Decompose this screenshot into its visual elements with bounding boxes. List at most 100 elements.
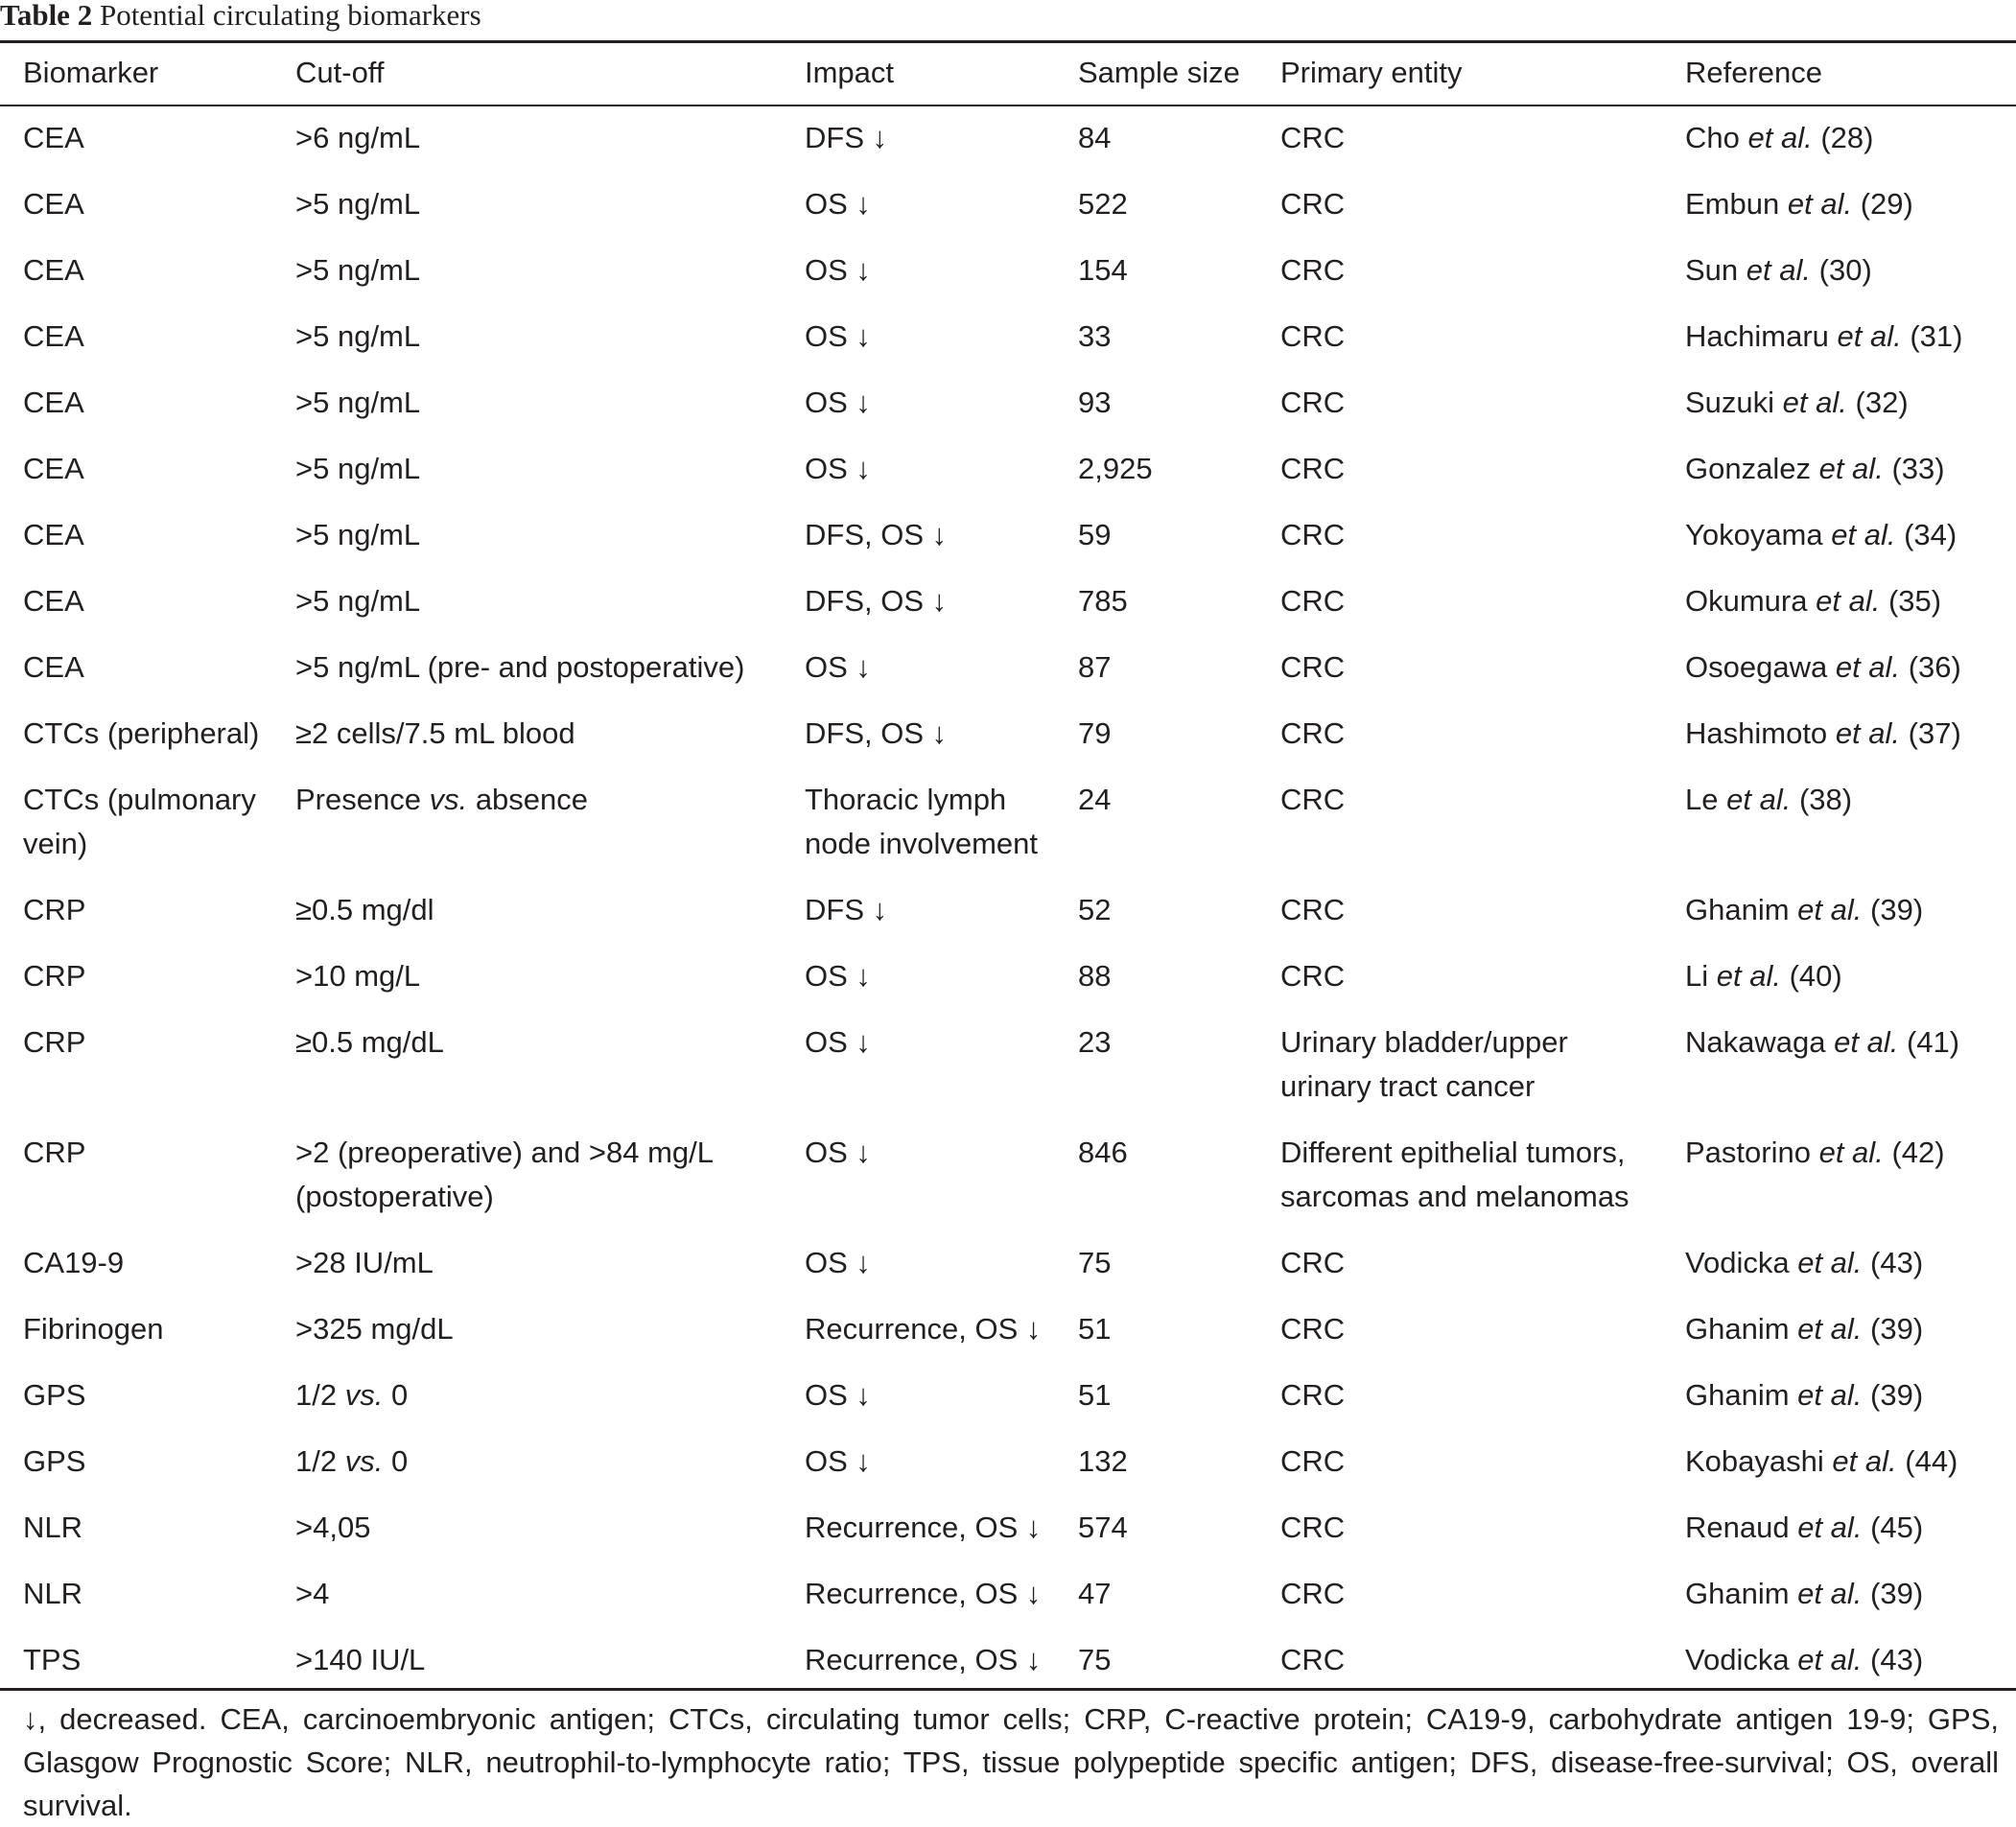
cutoff-line: (postoperative)	[295, 1180, 494, 1213]
cutoff-line: >2 (preoperative) and >84 mg/L	[295, 1136, 714, 1169]
impact-line: Recurrence, OS ↓	[805, 1577, 1042, 1610]
sample-size-cell: 51	[1078, 1378, 1112, 1412]
sample-size-cell: 846	[1078, 1136, 1128, 1169]
primary-entity-cell: CRC	[1280, 888, 1345, 932]
entity-line: CRC	[1280, 893, 1346, 926]
biomarker-line: CEA	[23, 319, 84, 353]
sample-size-cell: 154	[1078, 253, 1128, 287]
impact-line: DFS ↓	[805, 893, 888, 926]
primary-entity-cell: CRC	[1280, 1373, 1345, 1417]
impact-line: OS ↓	[805, 452, 871, 485]
impact-cell: DFS ↓	[805, 116, 887, 160]
impact-cell: OS ↓	[805, 645, 871, 690]
reference-cell: Renaud et al. (45)	[1685, 1506, 1923, 1550]
reference-cell: Cho et al. (28)	[1685, 116, 1873, 160]
biomarker-line: CEA	[23, 121, 84, 154]
reference-author: Embun	[1685, 187, 1780, 221]
reference-cell: Ghanim et al. (39)	[1685, 1307, 1923, 1351]
primary-entity-cell: CRC	[1280, 248, 1345, 293]
biomarker-line: CTCs (peripheral)	[23, 716, 260, 750]
impact-cell: OS ↓	[805, 1020, 871, 1065]
cutoff-cell: >5 ng/mL	[295, 386, 421, 419]
reference-author: Le	[1685, 783, 1719, 816]
top-rule	[0, 40, 2016, 43]
primary-entity-cell: CRC	[1280, 116, 1345, 160]
header-rule	[0, 105, 2016, 106]
impact-cell: Recurrence, OS ↓	[805, 1506, 1041, 1550]
impact-line: OS ↓	[805, 187, 871, 221]
entity-line: CRC	[1280, 319, 1346, 353]
biomarker-line: CEA	[23, 253, 84, 287]
reference-number: (43)	[1870, 1643, 1924, 1676]
cutoff-cell: >325 mg/dL	[295, 1312, 454, 1346]
reference-number: (32)	[1855, 386, 1909, 419]
reference-number: (39)	[1870, 1577, 1924, 1610]
impact-line: OS ↓	[805, 1444, 871, 1478]
sample-size-cell: 47	[1078, 1577, 1112, 1610]
reference-author: Pastorino	[1685, 1136, 1811, 1169]
reference-etal: et al.	[1797, 1312, 1863, 1346]
impact-line: DFS ↓	[805, 121, 888, 154]
biomarker-line: Fibrinogen	[23, 1312, 164, 1346]
table-title: Potential circulating biomarkers	[99, 0, 481, 32]
reference-number: (33)	[1891, 452, 1945, 485]
impact-line: Recurrence, OS ↓	[805, 1643, 1042, 1676]
biomarker-line: CA19-9	[23, 1246, 125, 1279]
entity-line: CRC	[1280, 584, 1346, 618]
impact-line: DFS, OS ↓	[805, 584, 948, 618]
biomarker-line: GPS	[23, 1444, 86, 1478]
cutoff-cell: ≥0.5 mg/dl	[295, 893, 434, 926]
cutoff-cell: >5 ng/mL	[295, 187, 421, 221]
biomarker-line: CRP	[23, 1025, 86, 1059]
cutoff-text: Presence	[295, 783, 430, 816]
biomarker-cell: CEA	[23, 315, 84, 359]
biomarker-line: GPS	[23, 1378, 86, 1412]
impact-cell: OS ↓	[805, 1241, 871, 1285]
biomarker-line: CEA	[23, 187, 84, 221]
reference-etal: et al.	[1818, 452, 1884, 485]
biomarker-line: CRP	[23, 1136, 86, 1169]
impact-line: OS ↓	[805, 386, 871, 419]
cutoff-cell: >5 ng/mL	[295, 319, 421, 353]
reference-etal: et al.	[1818, 1136, 1884, 1169]
primary-entity-cell: CRC	[1280, 579, 1345, 623]
sample-size-cell: 84	[1078, 121, 1112, 154]
primary-entity-cell: CRC	[1280, 381, 1345, 425]
impact-line: Recurrence, OS ↓	[805, 1511, 1042, 1544]
biomarker-cell: CEA	[23, 182, 84, 226]
header-biomarker: Biomarker	[23, 56, 159, 89]
biomarker-cell: TPS	[23, 1638, 81, 1682]
cutoff-text: 1/2	[295, 1378, 345, 1412]
reference-author: Hashimoto	[1685, 716, 1828, 750]
sample-size-cell: 132	[1078, 1444, 1128, 1478]
reference-number: (39)	[1870, 1312, 1924, 1346]
biomarker-cell: CEA	[23, 579, 84, 623]
reference-cell: Yokoyama et al. (34)	[1685, 513, 1957, 557]
header-primary-entity: Primary entity	[1280, 56, 1463, 89]
bottom-rule	[0, 1688, 2016, 1691]
reference-cell: Ghanim et al. (39)	[1685, 1572, 1923, 1616]
biomarker-line: CEA	[23, 452, 84, 485]
impact-line: Recurrence, OS ↓	[805, 1312, 1042, 1346]
reference-author: Ghanim	[1685, 893, 1790, 926]
table-caption: Table 2 Potential circulating biomarkers	[0, 0, 481, 38]
biomarker-cell: CEA	[23, 248, 84, 293]
biomarker-line: CEA	[23, 386, 84, 419]
reference-number: (37)	[1908, 716, 1961, 750]
cutoff-cell: >6 ng/mL	[295, 121, 421, 154]
table-footnote: ↓, decreased. CEA, carcinoembryonic anti…	[23, 1702, 1999, 1822]
cutoff-text: 0	[383, 1378, 409, 1412]
reference-etal: et al.	[1747, 121, 1813, 154]
biomarker-line: CRP	[23, 893, 86, 926]
entity-line: CRC	[1280, 1246, 1346, 1279]
impact-line: DFS, OS ↓	[805, 518, 948, 551]
reference-author: Hachimaru	[1685, 319, 1829, 353]
biomarker-line: CEA	[23, 650, 84, 684]
entity-line: CRC	[1280, 518, 1346, 551]
biomarker-cell: CEA	[23, 513, 84, 557]
reference-author: Suzuki	[1685, 386, 1775, 419]
primary-entity-cell: CRC	[1280, 447, 1345, 491]
primary-entity-cell: Different epithelial tumors, sarcomas and…	[1280, 1131, 1629, 1219]
cutoff-text: absence	[467, 783, 589, 816]
reference-author: Cho	[1685, 121, 1740, 154]
